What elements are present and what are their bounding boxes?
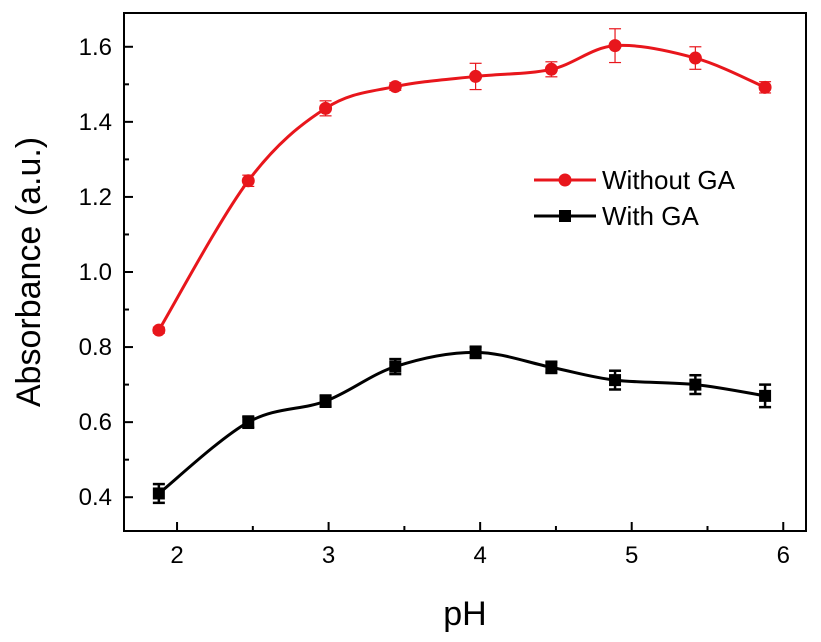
series-0 xyxy=(152,28,772,337)
y-tick-label: 1.6 xyxy=(79,34,112,61)
axis-ticks: 2 3 4 5 6 0.4 0.6 0.8 1.0 1.2 1.4 1.6 xyxy=(79,34,790,569)
data-point xyxy=(152,487,165,500)
x-tick-label: 6 xyxy=(777,542,790,569)
y-axis-title: Absorbance (a.u.) xyxy=(10,137,48,407)
data-point xyxy=(688,51,702,65)
plot-frame xyxy=(123,12,807,532)
legend-label: With GA xyxy=(602,201,699,231)
x-axis-title: pH xyxy=(443,595,486,633)
x-tick-label: 5 xyxy=(625,542,638,569)
legend-entry: Without GA xyxy=(534,165,736,195)
y-tick-label: 1.0 xyxy=(79,259,112,286)
legend: Without GA With GA xyxy=(534,165,736,231)
data-point xyxy=(608,39,622,53)
x-tick-label: 4 xyxy=(473,542,486,569)
data-point xyxy=(759,389,772,402)
y-tick-label: 0.4 xyxy=(79,484,112,511)
y-tick-label: 0.6 xyxy=(79,409,112,436)
y-tick-label: 1.2 xyxy=(79,184,112,211)
legend-marker xyxy=(559,210,571,222)
series-line xyxy=(157,350,766,495)
data-point xyxy=(152,323,166,337)
y-tick-label: 1.4 xyxy=(79,109,112,136)
series-layer xyxy=(152,28,772,505)
x-tick-label: 3 xyxy=(322,542,335,569)
data-point xyxy=(544,62,558,76)
data-point xyxy=(689,378,702,391)
data-point xyxy=(469,346,482,359)
data-point xyxy=(241,174,255,188)
data-point xyxy=(758,80,772,94)
data-point xyxy=(319,101,333,115)
legend-label: Without GA xyxy=(602,165,736,195)
legend-marker xyxy=(558,173,572,187)
x-tick-label: 2 xyxy=(170,542,183,569)
y-tick-label: 0.8 xyxy=(79,334,112,361)
data-point xyxy=(469,69,483,83)
data-point xyxy=(319,395,332,408)
data-point xyxy=(389,360,402,373)
series-1 xyxy=(152,345,772,505)
data-point xyxy=(545,361,558,374)
legend-entry: With GA xyxy=(534,201,699,231)
data-point xyxy=(388,80,402,94)
data-point xyxy=(242,416,255,429)
data-point xyxy=(609,374,622,387)
